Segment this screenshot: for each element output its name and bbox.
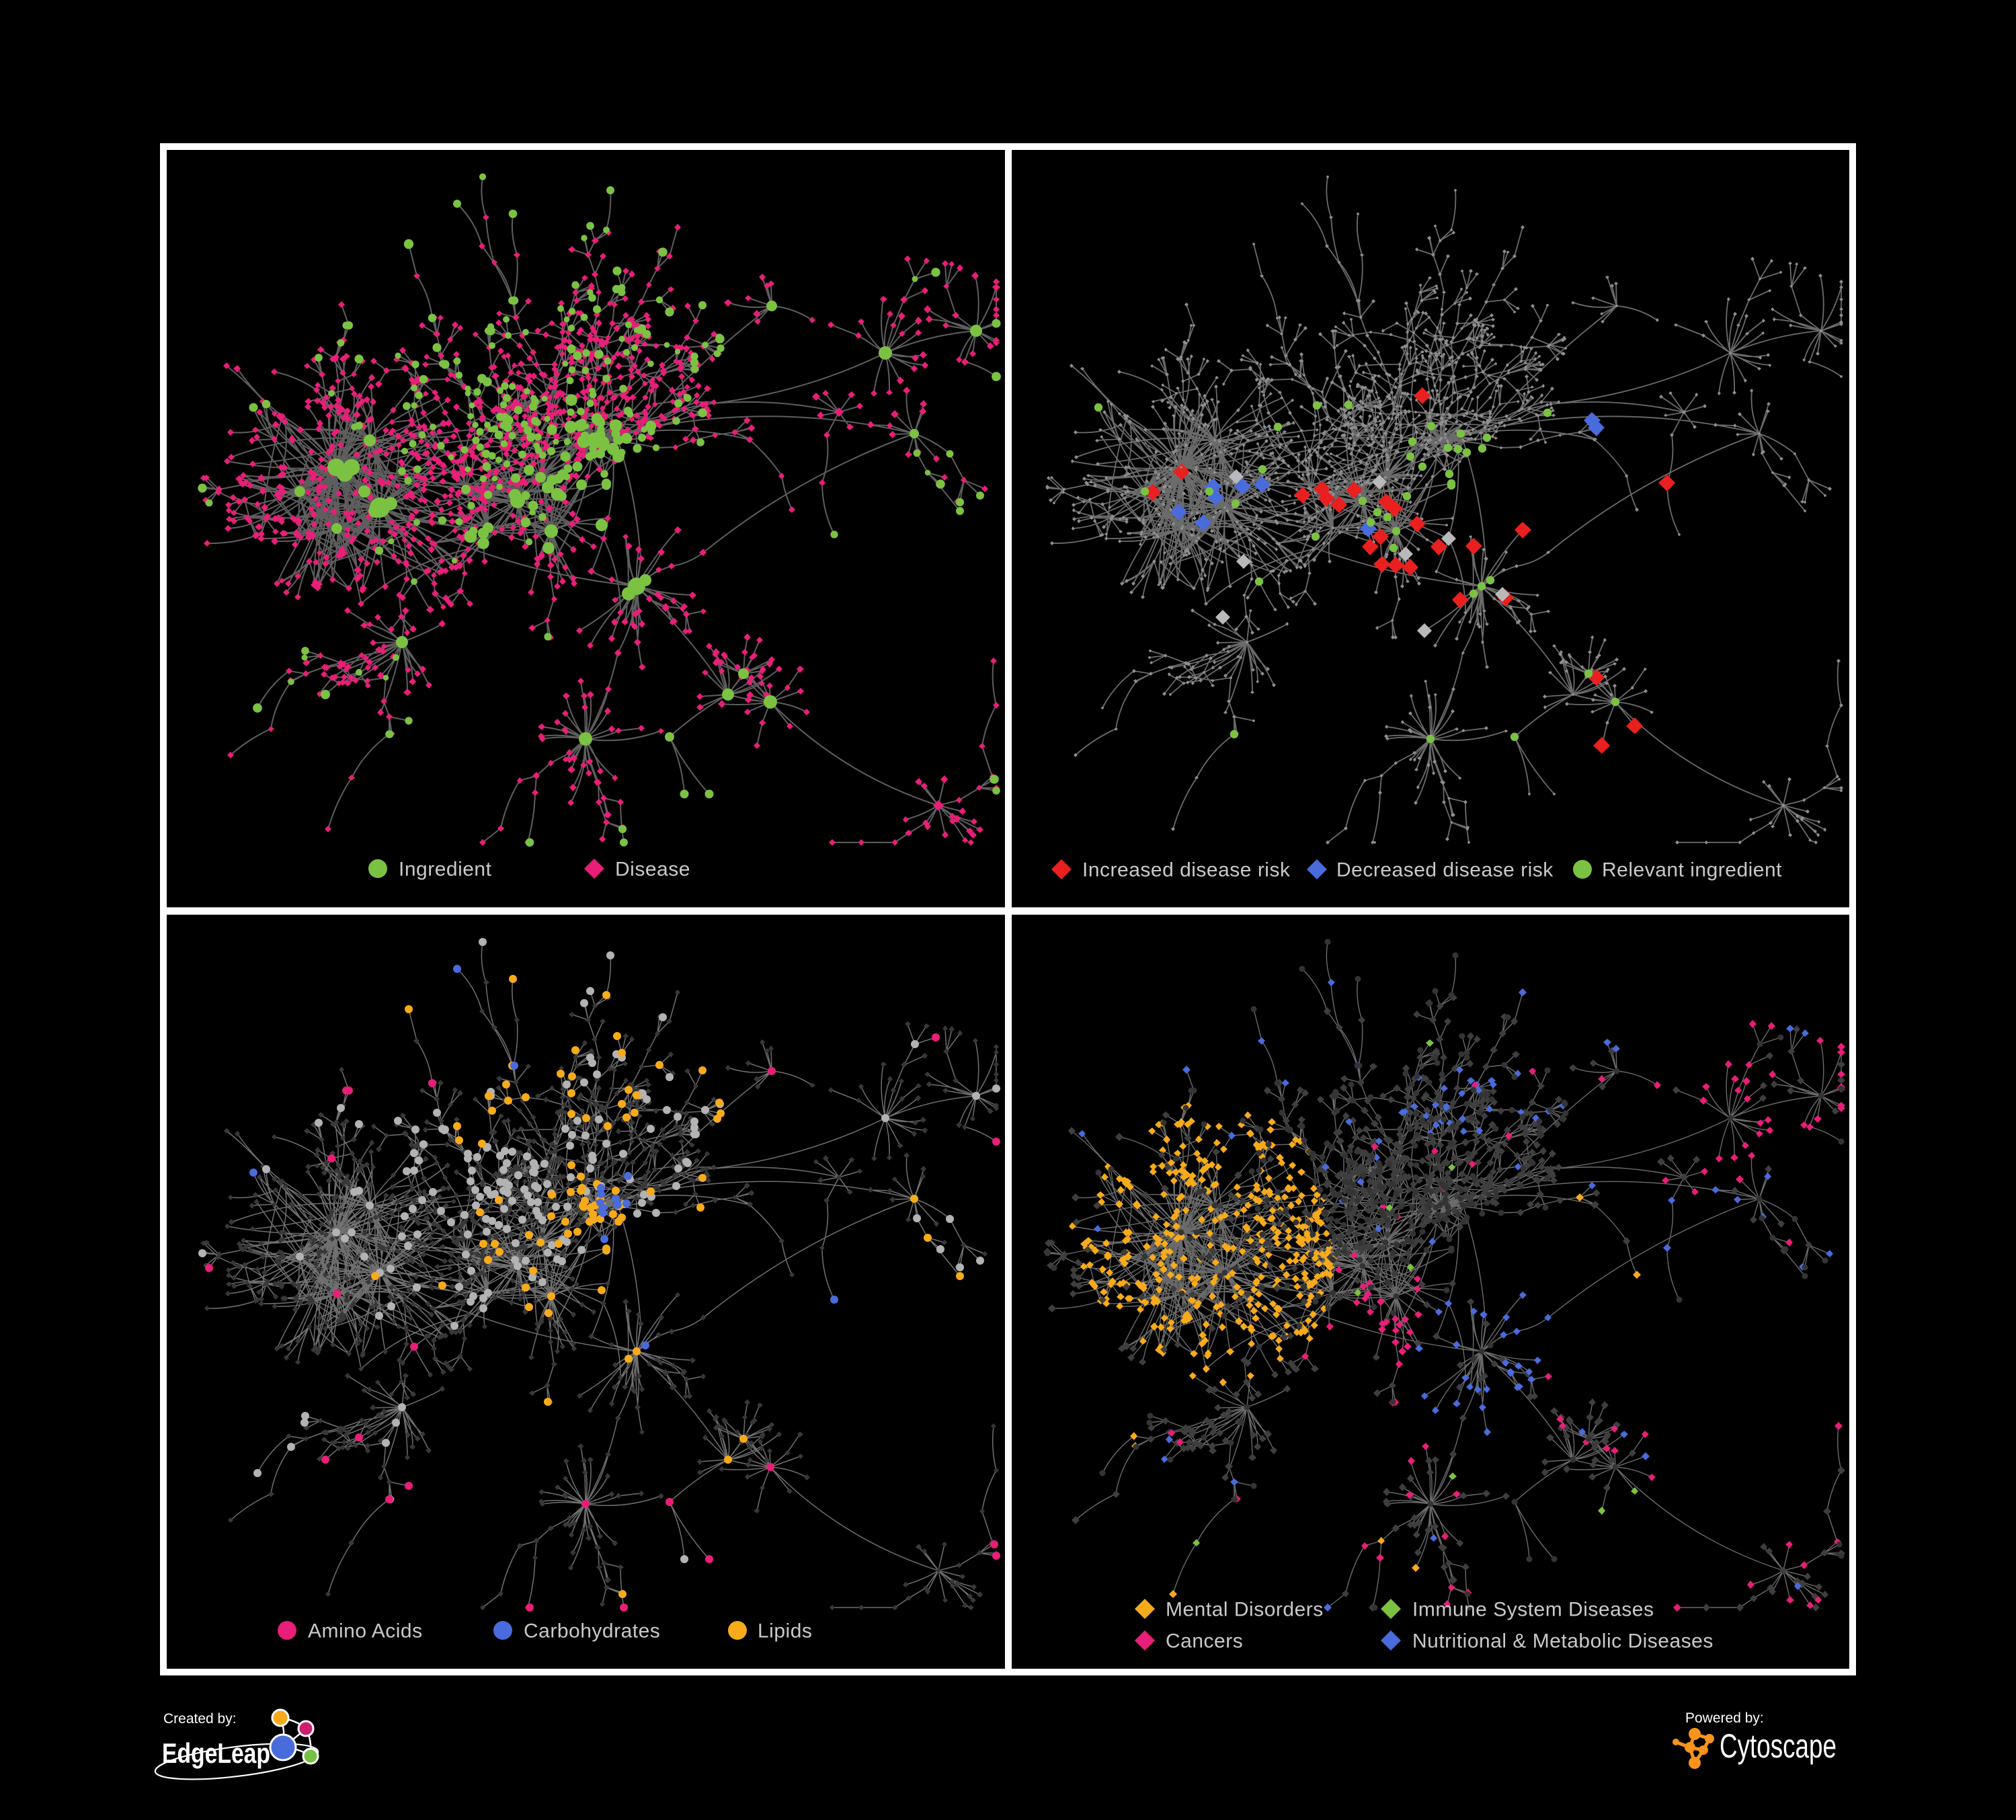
svg-text:Ingredient: Ingredient (399, 859, 492, 881)
svg-text:Amino Acids: Amino Acids (308, 1620, 423, 1643)
svg-text:Lipids: Lipids (758, 1620, 812, 1643)
svg-text:Cytoscape: Cytoscape (1720, 1727, 1837, 1765)
svg-text:Cancers: Cancers (1166, 1630, 1243, 1653)
svg-text:Nutritional & Metabolic Diseas: Nutritional & Metabolic Diseases (1412, 1630, 1713, 1653)
svg-text:Disease: Disease (615, 859, 690, 881)
svg-text:Immune System Diseases: Immune System Diseases (1412, 1599, 1654, 1621)
svg-text:Carbohydrates: Carbohydrates (524, 1620, 660, 1643)
svg-text:Decreased disease risk: Decreased disease risk (1336, 859, 1554, 881)
svg-text:EdgeLeap: EdgeLeap (162, 1737, 270, 1769)
svg-text:Relevant ingredient: Relevant ingredient (1602, 859, 1782, 881)
svg-text:Increased disease risk: Increased disease risk (1082, 859, 1291, 881)
svg-text:Powered by:: Powered by: (1685, 1710, 1764, 1726)
svg-text:Mental Disorders: Mental Disorders (1166, 1599, 1324, 1621)
svg-text:Created by:: Created by: (163, 1711, 237, 1727)
